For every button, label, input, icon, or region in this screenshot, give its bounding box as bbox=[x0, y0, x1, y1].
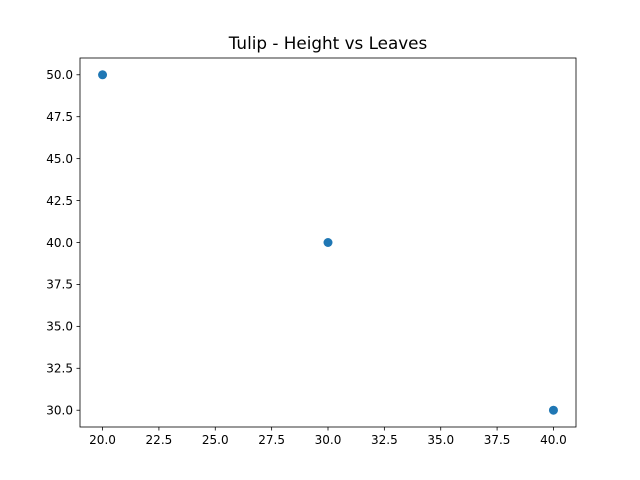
x-axis: 20.0 22.5 25.0 27.5 30.0 32.5 35.0 37.5 40.0 bbox=[89, 427, 567, 447]
y-tick-label: 40.0 bbox=[46, 236, 73, 250]
y-tick-label: 37.5 bbox=[46, 278, 73, 292]
scatter-point bbox=[323, 238, 333, 247]
y-axis: 30.0 32.5 35.0 37.5 40.0 42.5 45.0 47.5 50.0 bbox=[46, 68, 80, 418]
scatter-point bbox=[548, 405, 558, 415]
y-tick-label: 30.0 bbox=[46, 404, 73, 418]
y-tick-label: 47.5 bbox=[46, 110, 73, 124]
data-points bbox=[98, 70, 558, 415]
x-tick-label: 27.5 bbox=[258, 433, 285, 447]
x-tick-label: 30.0 bbox=[315, 433, 342, 447]
y-tick-label: 42.5 bbox=[46, 194, 73, 208]
y-tick-label: 45.0 bbox=[46, 152, 73, 166]
x-tick-label: 32.5 bbox=[371, 433, 398, 447]
chart-title: Tulip - Height vs Leaves bbox=[228, 33, 428, 53]
x-tick-label: 25.0 bbox=[202, 433, 229, 447]
y-tick-label: 35.0 bbox=[46, 320, 73, 334]
y-tick-label: 32.5 bbox=[46, 362, 73, 376]
scatter-point bbox=[98, 70, 108, 80]
x-tick-label: 37.5 bbox=[484, 433, 511, 447]
y-tick-label: 50.0 bbox=[46, 68, 73, 82]
x-tick-label: 22.5 bbox=[146, 433, 173, 447]
x-tick-label: 40.0 bbox=[540, 433, 567, 447]
x-tick-label: 35.0 bbox=[427, 433, 454, 447]
x-tick-label: 20.0 bbox=[89, 433, 116, 447]
